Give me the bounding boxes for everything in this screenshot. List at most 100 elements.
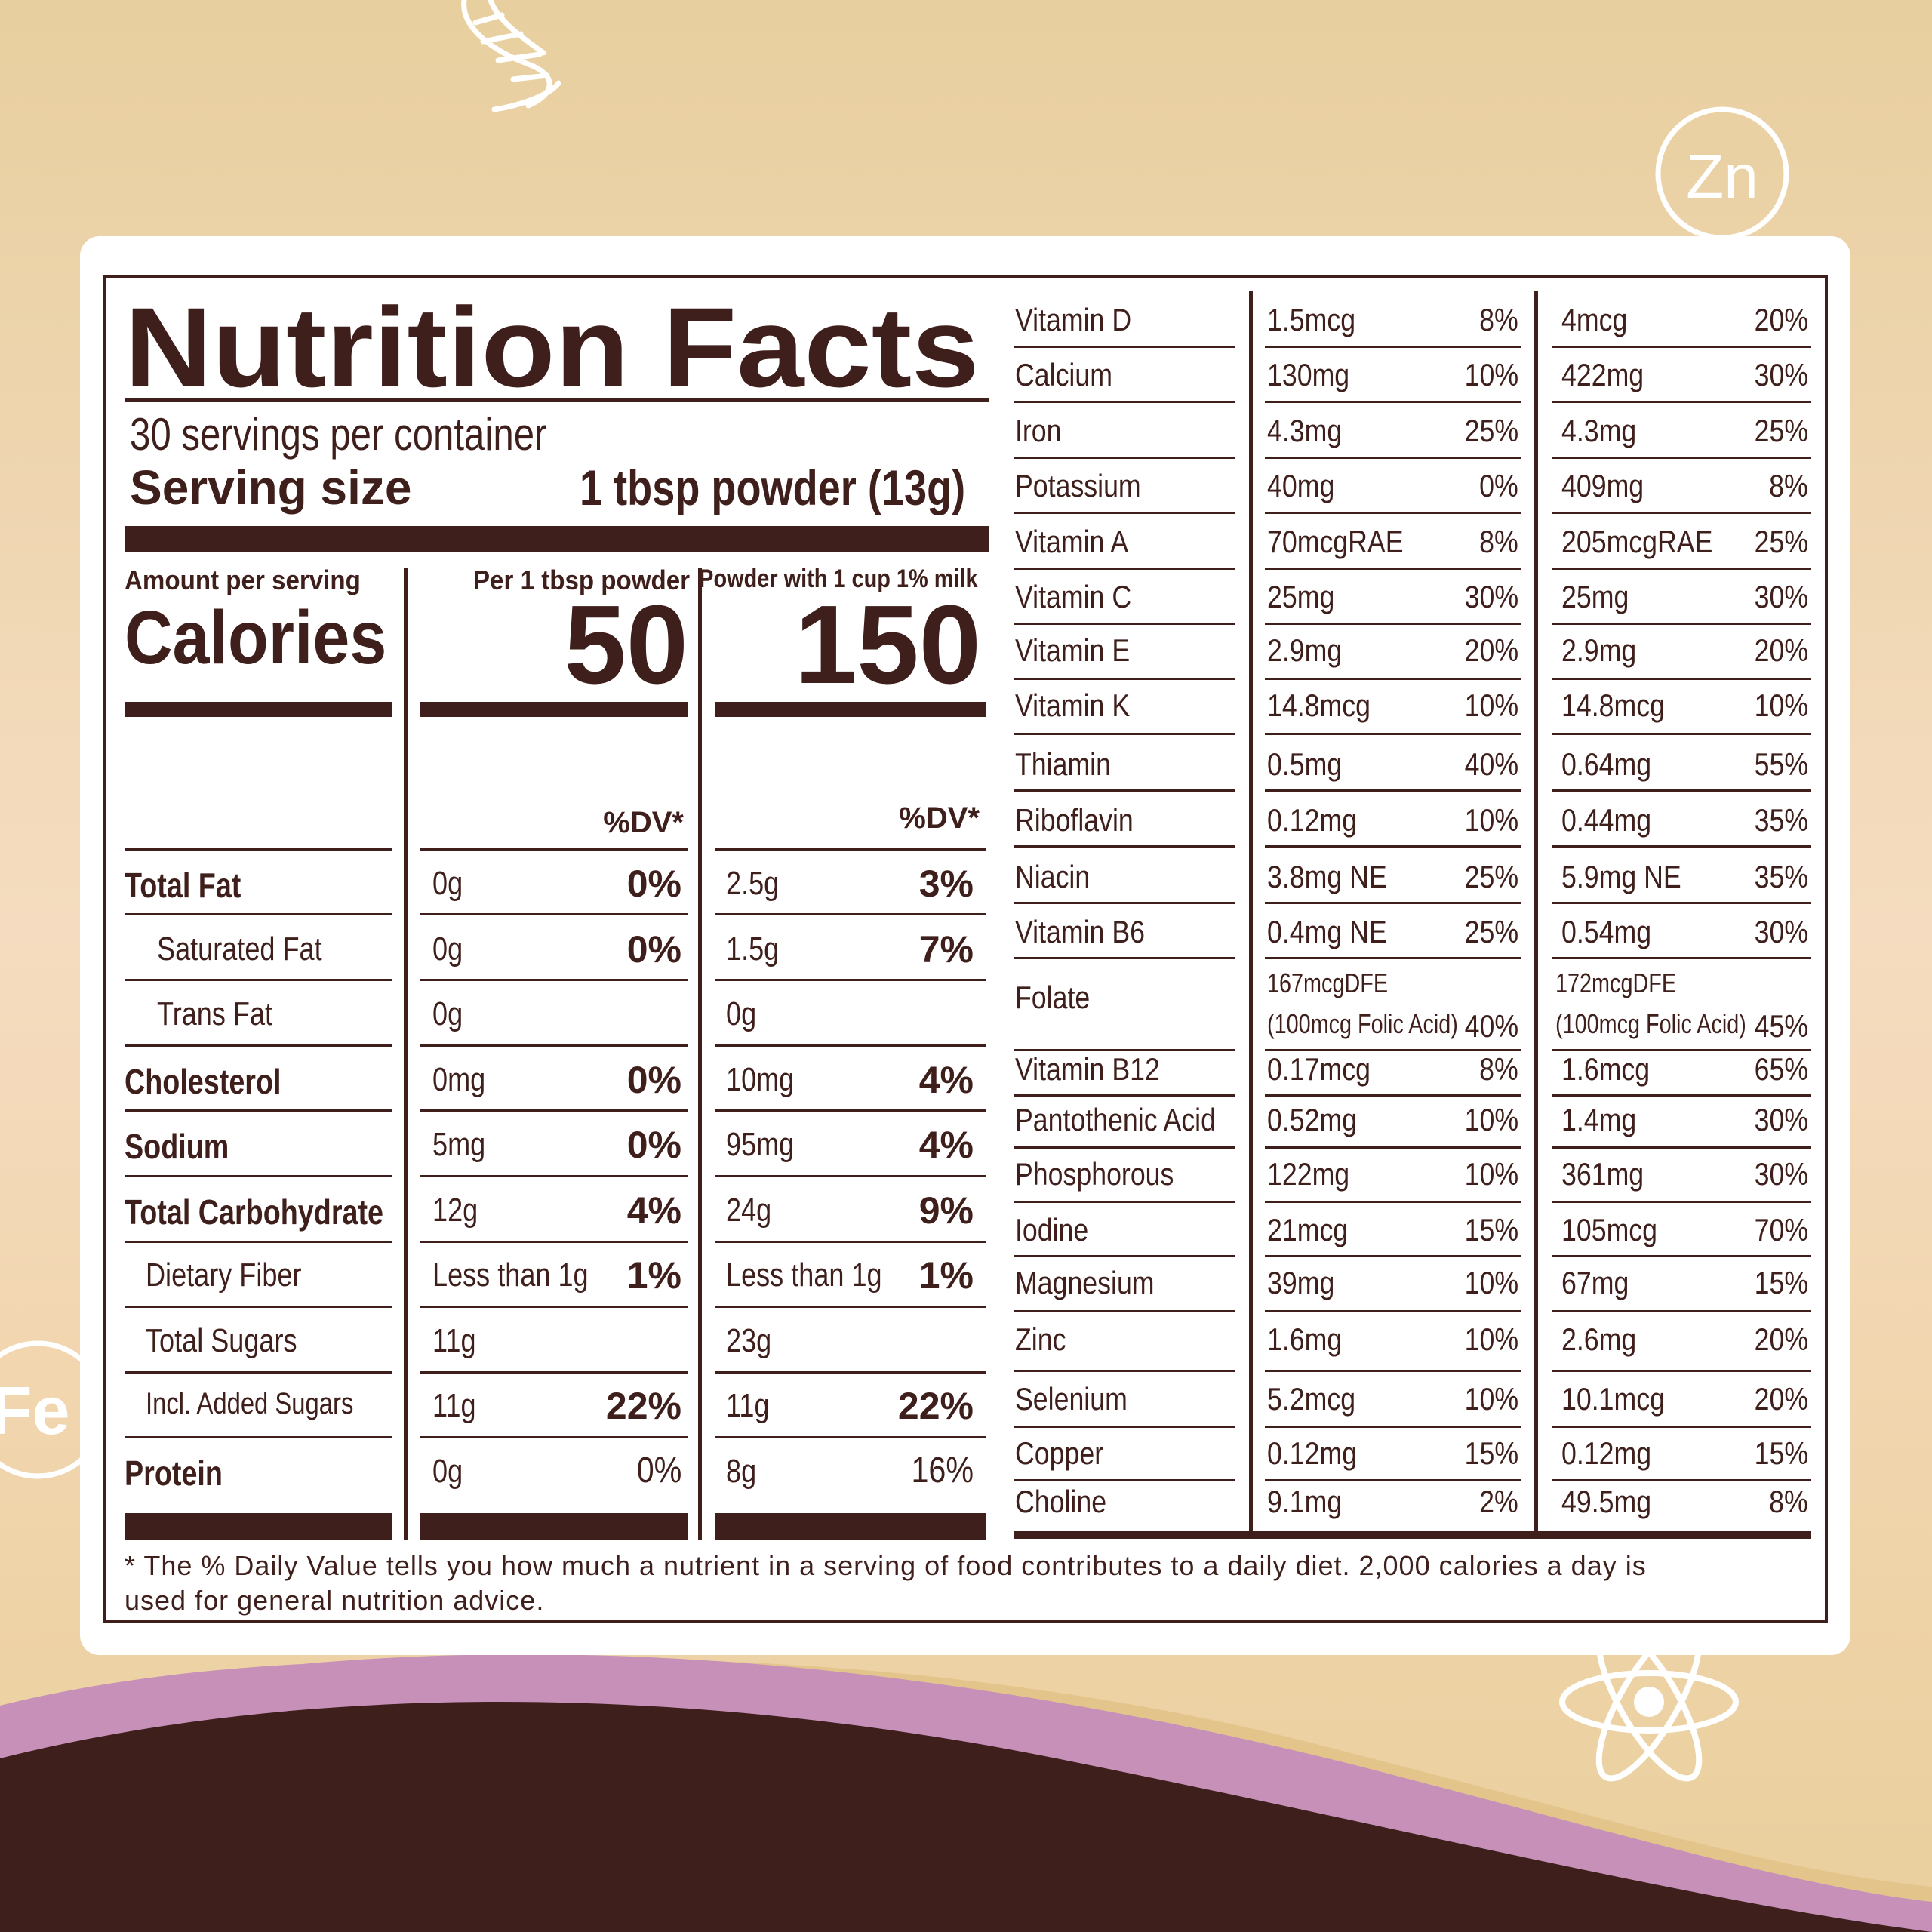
vit-rule	[1014, 678, 1235, 680]
vit-rule	[1265, 623, 1521, 625]
macro-name: Total Fat	[125, 866, 242, 905]
vit-amount-1: 25mg	[1267, 579, 1335, 614]
macro-amount-1: 0g	[432, 865, 463, 902]
macro-amount-1: 11g	[432, 1322, 476, 1359]
macro-dv-2: 1%	[918, 1254, 974, 1297]
vit-rule	[1552, 623, 1811, 625]
macro-amount-2: 24g	[726, 1192, 772, 1229]
macro-rule	[715, 848, 986, 851]
vit-amount-2: 105mcg	[1561, 1212, 1658, 1247]
macro-name: Protein	[125, 1454, 223, 1493]
macro-rule	[715, 1371, 986, 1374]
vit-rule	[1552, 512, 1811, 514]
macro-name: Saturated Fat	[157, 931, 322, 968]
vit-amount-2: 4mcg	[1561, 302, 1628, 337]
macro-amount-2: 10mg	[726, 1061, 795, 1098]
vit-rule	[1265, 1146, 1521, 1149]
vit-rule	[1552, 1310, 1811, 1312]
vit-rule	[1014, 845, 1235, 848]
vit-rule	[1265, 789, 1521, 792]
atom-icon	[1559, 1622, 1739, 1782]
calories-label: Calories	[125, 595, 387, 680]
vit-dv-1: 8%	[1479, 1051, 1518, 1087]
svg-text:Fe: Fe	[0, 1374, 70, 1449]
col-divider-2	[698, 568, 702, 1540]
macro-name: Sodium	[125, 1127, 229, 1166]
macro-rule	[420, 1241, 688, 1243]
vit-rule	[1552, 733, 1811, 735]
vit-amount-1: 40mg	[1267, 468, 1335, 503]
vit-dv-2: 15%	[1754, 1435, 1808, 1471]
vit-name: Vitamin B6	[1015, 914, 1145, 949]
vit-rule	[1265, 457, 1521, 459]
vit-rule	[1265, 1201, 1521, 1203]
vit-dv-1: 30%	[1464, 579, 1518, 614]
vit-divider-2	[1534, 291, 1538, 1534]
vit-amount-1: 5.2mcg	[1267, 1381, 1356, 1417]
vit-dv-1: 2%	[1479, 1484, 1518, 1519]
vit-dv-1: 40%	[1464, 746, 1518, 782]
vit-dv-2: 30%	[1754, 357, 1808, 392]
vit-name: Potassium	[1015, 468, 1141, 503]
vit-dv-1: 25%	[1464, 413, 1518, 448]
vit-rule	[1552, 1201, 1811, 1203]
macro-dv-2: 7%	[918, 928, 974, 971]
macro-rule	[125, 848, 392, 851]
vit-dv-2: 35%	[1754, 859, 1808, 894]
vit-rule	[1552, 568, 1811, 570]
vit-rule	[1014, 1094, 1235, 1097]
vit-amount-2: 361mg	[1561, 1156, 1644, 1192]
vit-rule	[1552, 457, 1811, 459]
vit-rule	[1265, 568, 1521, 570]
vit-amount-1: 122mg	[1267, 1156, 1350, 1192]
vit-dv-1: 10%	[1464, 1265, 1518, 1300]
vit-dv-2: 8%	[1769, 1484, 1808, 1519]
dv-header-1: %DV*	[603, 806, 684, 839]
vit-name: Pantothenic Acid	[1015, 1102, 1216, 1137]
vit-amount-1: 9.1mg	[1267, 1484, 1343, 1519]
vit-amount-2: 5.9mg NE	[1561, 859, 1681, 894]
vit-amount-1: 21mcg	[1267, 1212, 1349, 1247]
macro-rule	[125, 1306, 392, 1308]
vit-rule	[1265, 1310, 1521, 1312]
macro-rule	[715, 1306, 986, 1308]
vit-amount-1b: (100mcg Folic Acid)	[1267, 1008, 1458, 1039]
vit-rule	[1014, 957, 1235, 959]
vit-rule	[1014, 1370, 1235, 1372]
macro-amount-2: 11g	[726, 1387, 770, 1424]
vit-amount-1: 130mg	[1267, 357, 1350, 392]
vit-amount-2: 205mcgRAE	[1561, 524, 1713, 559]
vit-divider-1	[1249, 291, 1253, 1534]
vit-amount-2: 2.9mg	[1561, 632, 1637, 668]
macro-dv-1: 4%	[626, 1189, 681, 1232]
macro-name: Cholesterol	[125, 1062, 281, 1101]
col1-header: Per 1 tbsp powder	[472, 565, 690, 595]
vit-amount-1: 70mcgRAE	[1267, 524, 1404, 559]
macro-dv-1: 0%	[626, 863, 681, 905]
vit-rule	[1265, 1255, 1521, 1257]
vit-amount-2: 409mg	[1561, 468, 1644, 503]
macro-rule	[420, 1371, 688, 1374]
macro-rule	[125, 1241, 392, 1243]
macro-rule	[125, 1044, 392, 1047]
vit-rule	[1014, 733, 1235, 735]
macro-rule	[715, 1241, 986, 1243]
vit-rule	[1014, 457, 1235, 459]
vit-amount-1: 0.12mg	[1267, 1435, 1358, 1471]
col1-calories: 50	[564, 583, 688, 707]
macro-rule	[715, 1109, 986, 1112]
vit-amount-1: 0.52mg	[1267, 1102, 1358, 1137]
vit-name: Niacin	[1015, 859, 1091, 894]
vit-dv-1: 10%	[1464, 1102, 1518, 1137]
macro-bottom-bar-1	[125, 1513, 392, 1540]
vit-rule	[1552, 1049, 1811, 1051]
svg-text:Zn: Zn	[1686, 143, 1758, 211]
macro-rule	[420, 848, 688, 851]
macro-rule	[420, 913, 688, 915]
vit-rule	[1014, 1426, 1235, 1428]
vit-dv-1: 15%	[1464, 1435, 1518, 1471]
vit-amount-1: 0.4mg NE	[1267, 914, 1387, 949]
vit-dv-2: 35%	[1754, 802, 1808, 838]
vit-dv-2: 30%	[1754, 1102, 1808, 1137]
